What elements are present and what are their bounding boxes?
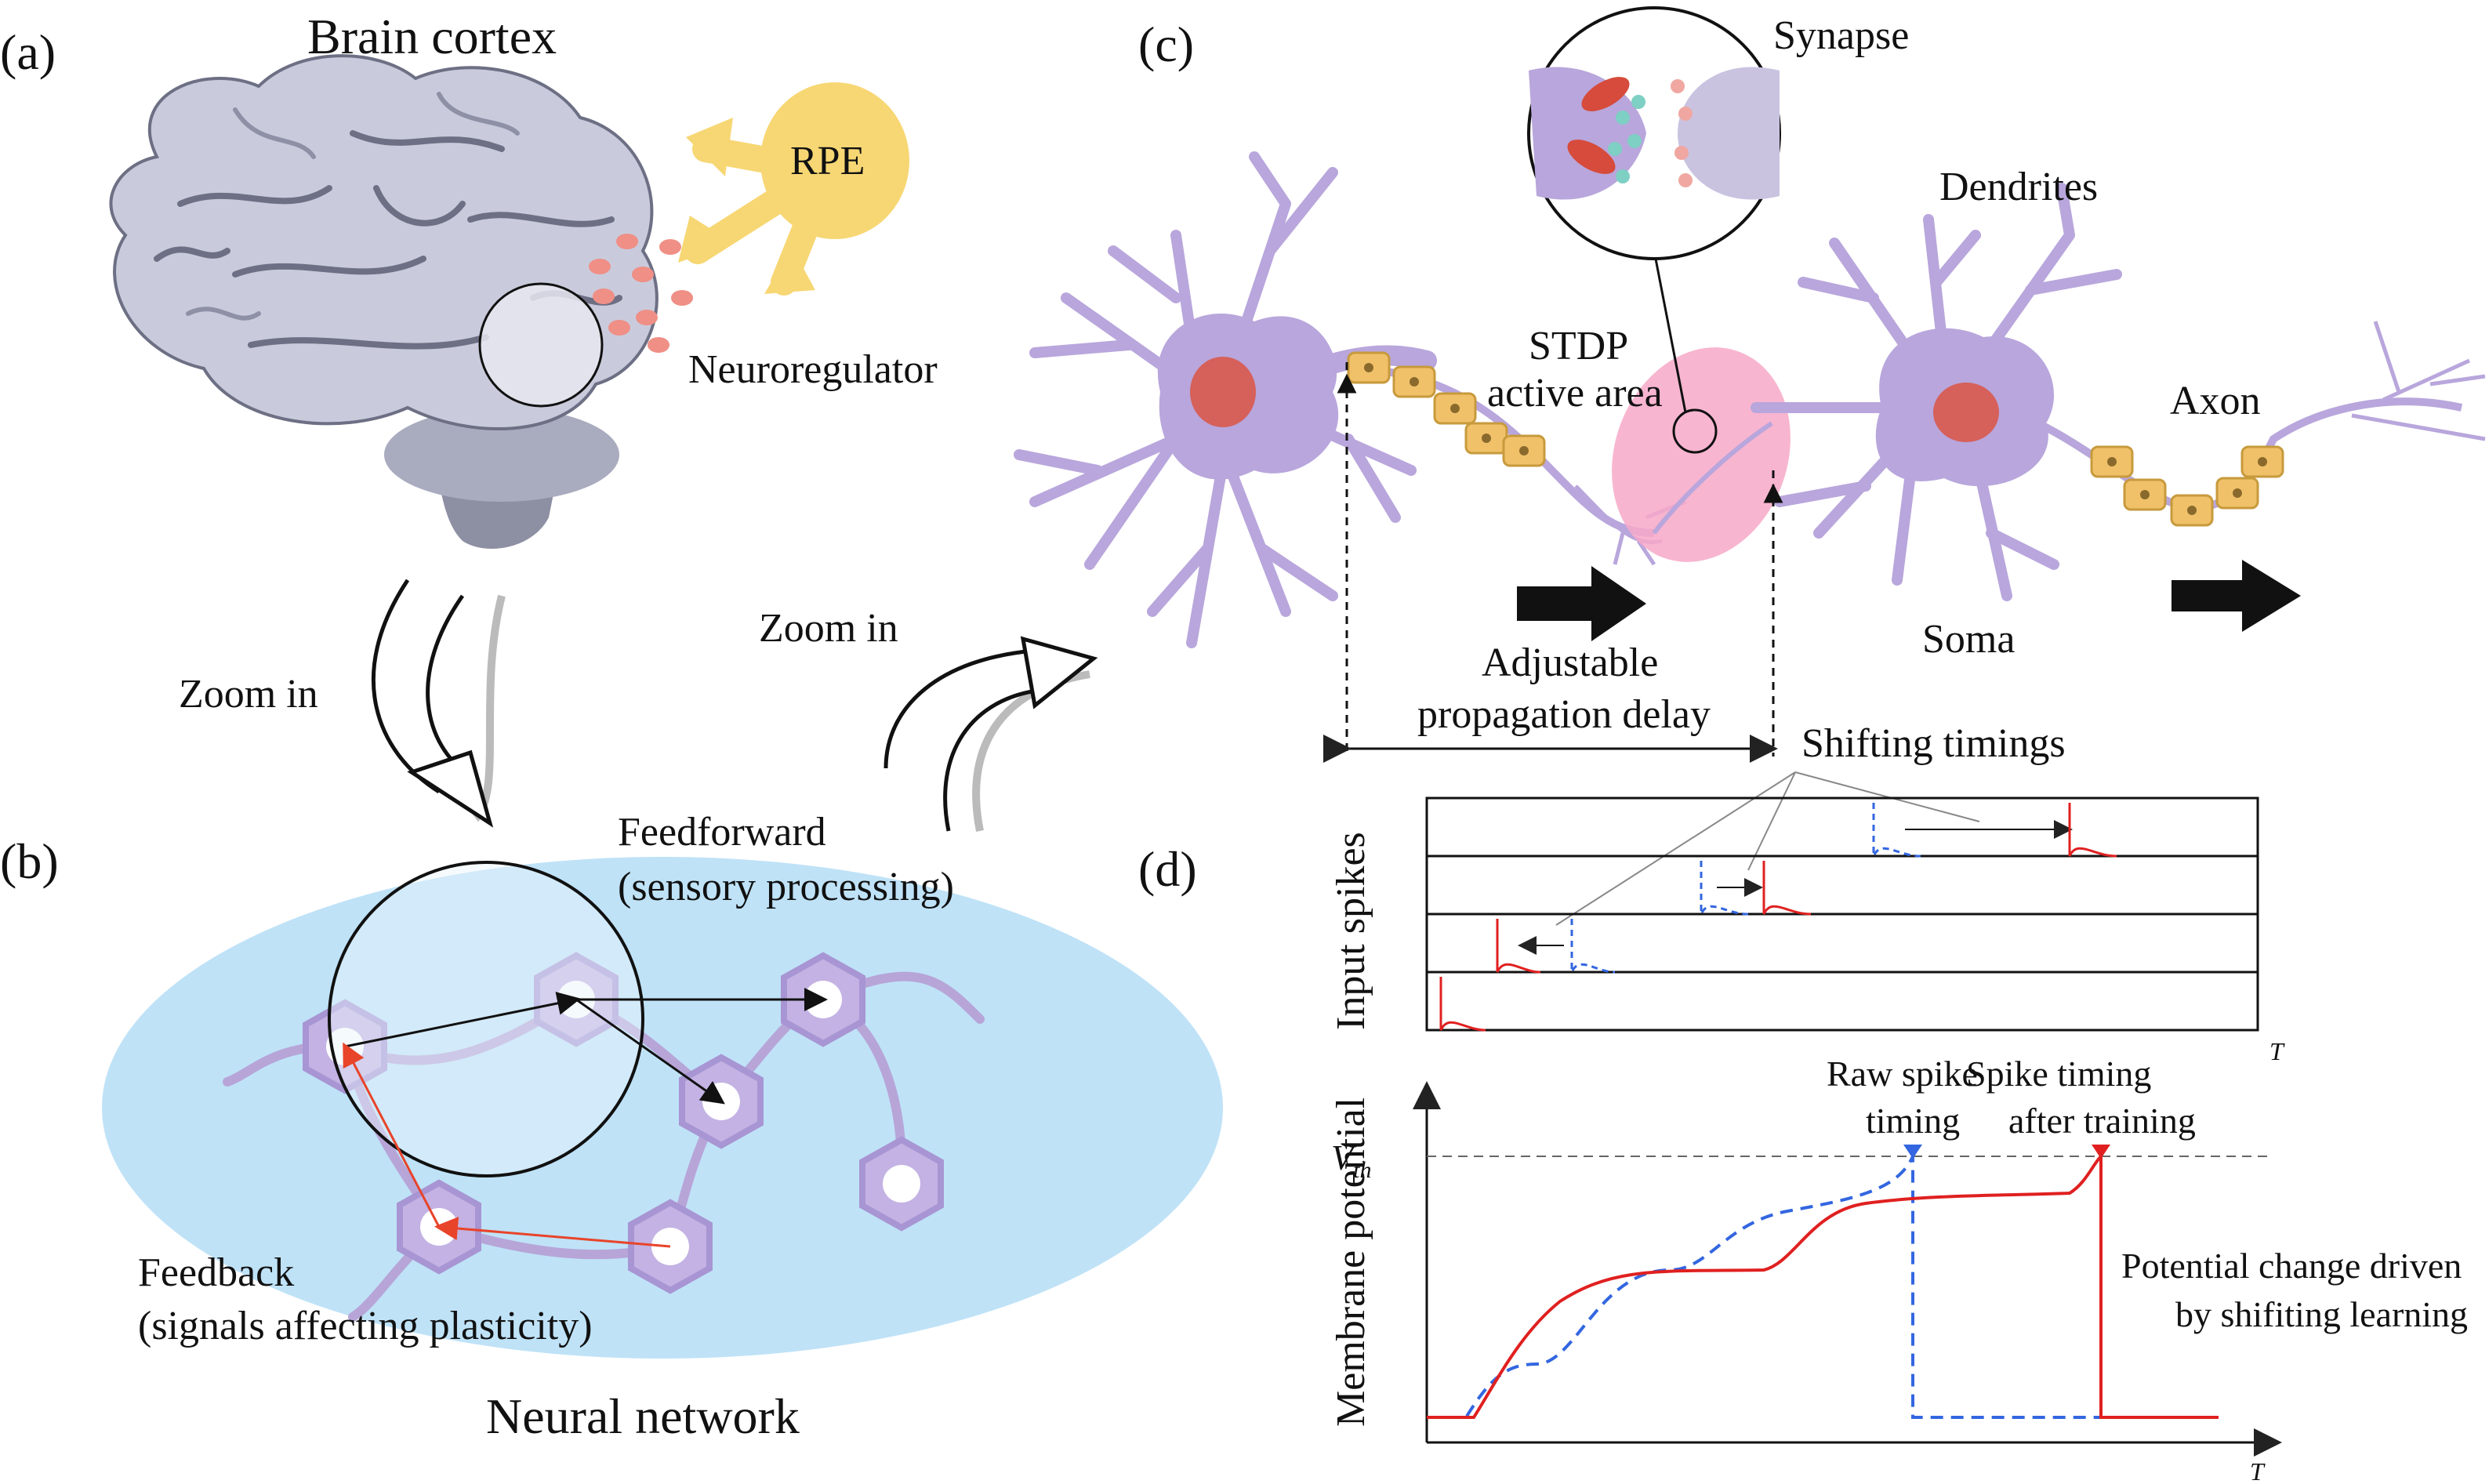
propagation-arrow-2 (2172, 560, 2301, 632)
right-neuron (1751, 183, 2122, 601)
input-spikes-label: Input spikes (1329, 832, 1373, 1030)
feedback-line1: Feedback (138, 1250, 294, 1295)
axon-label: Axon (2170, 379, 2261, 423)
trained-potential-curve (1427, 1152, 2219, 1419)
zoom-arrow-a-to-b (371, 579, 506, 828)
neuroregulator-dots (589, 234, 693, 353)
dendrites-label: Dendrites (1939, 165, 2098, 209)
feedback-line2: (signals affecting plasticity) (138, 1304, 593, 1348)
input-t-label: T (2269, 1037, 2285, 1065)
raw-spike-line2: timing (1866, 1101, 1960, 1141)
panel-d: (d) Shifting timings (1138, 721, 2468, 1484)
left-axon (1347, 351, 1686, 566)
raw-potential-curve (1427, 1156, 2101, 1419)
panel-a: (a) Brain cortex RPE (0, 9, 938, 828)
rpe-label: RPE (790, 139, 865, 183)
network-neurons (303, 952, 944, 1294)
panel-b-tag: (b) (0, 833, 59, 889)
trained-spike-marker (2092, 1145, 2110, 1159)
panel-a-tag: (a) (0, 24, 56, 80)
potential-change-line2: by shifiting learning (2175, 1294, 2468, 1334)
propagation-arrow-1 (1517, 566, 1646, 641)
raw-spike-line1: Raw spike (1827, 1054, 1978, 1094)
membrane-t-label: T (2250, 1457, 2266, 1484)
zoom-in-label-a: Zoom in (179, 672, 318, 717)
neuron-b5 (859, 1136, 944, 1232)
neural-network-title: Neural network (486, 1388, 800, 1444)
feedforward-line2: (sensory processing) (618, 865, 954, 909)
zoom-in-label-b: Zoom in (759, 606, 898, 651)
panel-c-tag: (c) (1138, 16, 1194, 72)
stdp-line1: STDP (1529, 324, 1628, 368)
potential-change-line1: Potential change driven (2121, 1246, 2462, 1286)
rpe-signal: RPE (678, 82, 909, 296)
synapse-inset (1527, 6, 1781, 260)
zoom-circle-b (328, 861, 644, 1177)
stdp-line2: active area (1487, 371, 1663, 415)
zoom-arrow-b-to-c (883, 636, 1098, 832)
delay-line1: Adjustable (1482, 640, 1658, 685)
membrane-potential-label: Membrane potential (1329, 1098, 1373, 1427)
panel-b: (b) (0, 606, 1223, 1444)
shifting-timings-label: Shifting timings (1801, 721, 2066, 766)
left-neuron (1014, 151, 1437, 648)
delay-bracket (1323, 362, 1783, 763)
right-axon (2036, 321, 2486, 527)
input-spikes (1439, 803, 2117, 1032)
raw-spike-marker (1903, 1145, 1922, 1159)
brain-illustration (109, 54, 659, 549)
after-training-line1: Spike timing (1966, 1054, 2151, 1094)
feedback-arrows (343, 1042, 671, 1248)
delay-line2: propagation delay (1417, 692, 1711, 737)
synapse-label: Synapse (1773, 13, 1909, 58)
stdp-zoom-circle (1672, 408, 1718, 454)
feedforward-line1: Feedforward (618, 810, 826, 854)
membrane-axes (1413, 1081, 2282, 1457)
feedforward-arrows (344, 988, 828, 1105)
panel-d-tag: (d) (1138, 841, 1197, 897)
after-training-line2: after training (2008, 1101, 2196, 1141)
input-spike-rows (1425, 796, 2259, 1032)
soma-label: Soma (1922, 617, 2015, 662)
stdp-active-area (1612, 347, 1791, 562)
vth-label: Vth (1331, 1137, 1371, 1183)
neuroregulator-label: Neuroregulator (688, 347, 938, 392)
shifting-pointers (1555, 771, 1980, 926)
panel-c: (c) (1014, 6, 2486, 763)
